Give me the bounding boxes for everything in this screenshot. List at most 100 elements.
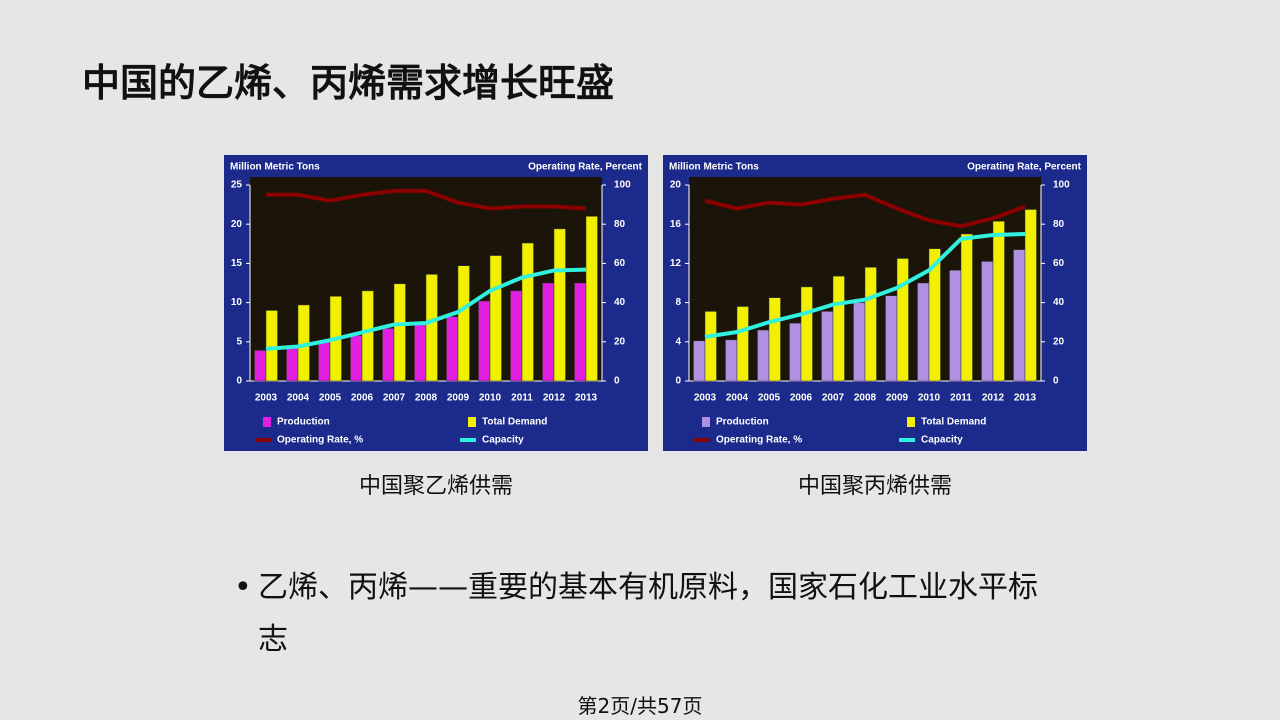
bar [800, 286, 813, 382]
bar [896, 258, 909, 382]
y2-tick-label: 100 [1053, 180, 1070, 191]
x-tick-label: 2008 [415, 393, 438, 404]
y2-tick-label: 0 [1053, 376, 1059, 387]
y-tick-label: 16 [670, 219, 682, 230]
legend-label: Capacity [482, 435, 524, 446]
x-tick-label: 2008 [854, 393, 877, 404]
bar [457, 265, 470, 382]
y-tick-label: 12 [670, 258, 682, 269]
legend-label: Capacity [921, 435, 963, 446]
y2-tick-label: 80 [1053, 219, 1065, 230]
x-tick-label: 2011 [511, 393, 533, 404]
bar [960, 233, 973, 382]
bar [1024, 209, 1037, 382]
line-series [704, 192, 1026, 229]
bar [382, 328, 395, 382]
legend-swatch [702, 417, 710, 427]
y-axis-label: Million Metric Tons [669, 162, 759, 173]
bar [350, 335, 363, 382]
bullet-text: 乙烯、丙烯——重要的基本有机原料，国家石化工业水平标志 [234, 562, 1058, 666]
legend-swatch [907, 417, 915, 427]
y-tick-label: 4 [675, 336, 681, 347]
bar [789, 322, 802, 382]
x-tick-label: 2012 [982, 393, 1005, 404]
bar [768, 297, 781, 382]
y-tick-label: 0 [675, 376, 681, 387]
slide-title: 中国的乙烯、丙烯需求增长旺盛 [82, 61, 615, 105]
x-tick-label: 2013 [575, 393, 598, 404]
line-series [265, 267, 587, 351]
bar [736, 306, 749, 382]
y-tick-label: 5 [236, 336, 242, 347]
y2-tick-label: 100 [614, 180, 631, 191]
x-tick-label: 2010 [479, 393, 502, 404]
legend-label: Production [716, 417, 769, 428]
bar [864, 267, 877, 382]
bar [574, 282, 587, 382]
chart-caption: 中国聚乙烯供需 [359, 474, 513, 499]
y2-tick-label: 80 [614, 219, 626, 230]
bar [425, 274, 438, 382]
bar [510, 290, 523, 382]
bar [553, 228, 566, 382]
y2-tick-label: 40 [1053, 297, 1065, 308]
bar [757, 329, 770, 382]
y2-tick-label: 0 [614, 376, 620, 387]
x-tick-label: 2010 [918, 393, 941, 404]
y2-axis-label: Operating Rate, Percent [528, 162, 643, 173]
bar [542, 282, 555, 382]
bar [981, 261, 994, 382]
bar [725, 339, 738, 382]
y-tick-label: 8 [675, 297, 681, 308]
legend-label: Operating Rate, % [277, 435, 363, 446]
x-tick-label: 2009 [886, 393, 909, 404]
x-tick-label: 2004 [287, 393, 310, 404]
x-tick-label: 2003 [694, 393, 717, 404]
y-tick-label: 25 [231, 180, 243, 191]
bar [521, 242, 534, 382]
y-tick-label: 0 [236, 376, 242, 387]
bar [832, 275, 845, 382]
bar [992, 221, 1005, 382]
bar [853, 302, 866, 382]
bar [928, 248, 941, 382]
bar [414, 323, 427, 382]
bar [489, 255, 502, 382]
legend-swatch [468, 417, 476, 427]
bar [393, 283, 406, 382]
bar [478, 300, 491, 382]
bar [917, 282, 930, 382]
y-tick-label: 15 [231, 258, 243, 269]
y2-axis-label: Operating Rate, Percent [967, 162, 1082, 173]
bar [885, 295, 898, 382]
y2-tick-label: 20 [614, 336, 626, 347]
chart: Million Metric Tons Operating Rate, Perce… [224, 155, 648, 499]
legend-label: Total Demand [921, 417, 986, 428]
x-tick-label: 2011 [950, 393, 972, 404]
x-tick-label: 2007 [383, 393, 406, 404]
x-tick-label: 2009 [447, 393, 470, 404]
y-tick-label: 20 [670, 180, 682, 191]
y2-tick-label: 60 [1053, 258, 1065, 269]
bar [318, 341, 331, 382]
legend-label: Total Demand [482, 417, 547, 428]
bar [821, 311, 834, 382]
bar [585, 216, 598, 382]
y-tick-label: 10 [231, 297, 243, 308]
bar [693, 340, 706, 382]
x-tick-label: 2005 [319, 393, 342, 404]
bar [254, 350, 267, 382]
x-tick-label: 2012 [543, 393, 566, 404]
bar [361, 290, 374, 382]
x-tick-label: 2005 [758, 393, 781, 404]
legend-label: Production [277, 417, 330, 428]
line-series [704, 232, 1026, 339]
page-number: 第2页/共57页 [577, 694, 703, 718]
x-tick-label: 2004 [726, 393, 749, 404]
bar [1013, 249, 1026, 382]
legend-swatch [263, 417, 271, 427]
legend-label: Operating Rate, % [716, 435, 802, 446]
bar [265, 310, 278, 382]
bar [949, 270, 962, 382]
